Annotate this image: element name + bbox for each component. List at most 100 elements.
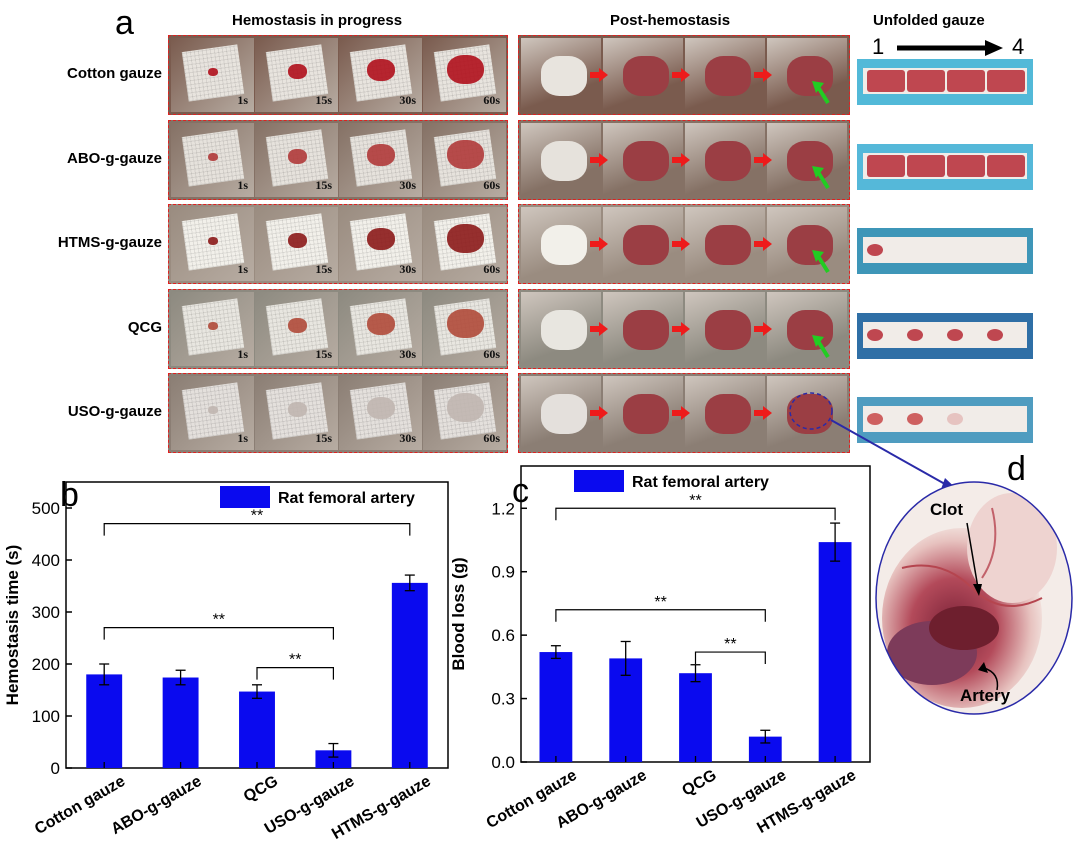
unfolded-gauze-photo [857,144,1033,190]
wound-tissue [541,56,587,96]
red-arrow-icon [672,68,690,82]
blood-spot [867,70,905,92]
red-arrow-icon [672,237,690,251]
blood-stain [367,144,395,167]
blood-spot [867,155,905,177]
progress-photo: 60s [423,123,506,197]
y-tick-label: 0 [51,759,60,778]
significance-bracket [555,507,836,521]
significance-label: ** [289,652,301,669]
unfolded-gauze-photo [857,313,1033,359]
wound-tissue [705,56,751,96]
post-photo [521,292,601,366]
progress-photo: 30s [339,123,422,197]
gauze-strip [863,406,1027,432]
post-photo [521,38,601,112]
significance-bracket [103,627,334,640]
wound-tissue [705,141,751,181]
progress-photo: 1s [171,292,254,366]
unfolded-gauze-photo [857,397,1033,443]
wound-tissue [787,394,833,434]
y-tick-label: 300 [32,603,60,622]
blood-spot [867,244,883,256]
post-photo [521,207,601,281]
unfolded-gauze-photo [857,59,1033,105]
time-label: 60s [483,431,500,445]
progress-photo-strip: 1s 15s 30s 60s [168,35,508,115]
blood-stain [367,59,395,82]
time-label: 60s [483,262,500,276]
x-tick-label: QCG [241,773,281,806]
red-arrow-icon [754,322,772,336]
row-label: HTMS-g-gauze [57,234,162,251]
time-label: 60s [483,178,500,192]
progress-photo: 15s [255,123,338,197]
post-hemostasis-strip [518,289,850,369]
panel-d-clot-photo [875,481,1073,715]
legend-label: Rat femoral artery [632,474,769,491]
post-photo [767,292,847,366]
blood-stain [287,148,307,164]
bar [162,677,199,768]
bar [539,652,573,762]
y-tick-label: 0.0 [491,753,515,772]
wound-tissue [705,310,751,350]
significance-bracket [555,609,766,622]
row-label: Cotton gauze [67,65,162,82]
bar [391,582,428,768]
progress-photo: 15s [255,207,338,281]
wound-tissue [787,56,833,96]
progress-photo: 60s [423,207,506,281]
time-label: 1s [237,178,248,192]
progress-photo: 15s [255,38,338,112]
wound-tissue [541,310,587,350]
progress-photo: 1s [171,123,254,197]
red-arrow-icon [754,406,772,420]
y-tick-label: 400 [32,551,60,570]
post-photo [603,207,683,281]
blood-stain [446,308,484,339]
time-label: 1s [237,347,248,361]
bar [86,674,123,768]
y-axis-label: Blood loss (g) [450,557,468,670]
post-photo [767,38,847,112]
red-arrow-icon [754,153,772,167]
y-tick-label: 1.2 [491,499,515,518]
blood-stain [367,397,395,420]
legend-swatch [574,470,624,492]
blood-stain [446,223,484,254]
wound-tissue [541,225,587,265]
blood-stain [287,232,307,248]
y-axis-label: Hemostasis time (s) [3,545,22,706]
red-arrow-icon [590,68,608,82]
label-artery: Artery [960,686,1011,705]
progress-photo: 60s [423,376,506,450]
y-tick-label: 0.6 [491,626,515,645]
time-label: 15s [315,431,332,445]
legend-label: Rat femoral artery [278,490,415,507]
blood-spot [947,329,963,341]
time-label: 15s [315,93,332,107]
time-label: 1s [237,93,248,107]
y-tick-label: 200 [32,655,60,674]
post-photo [685,38,765,112]
green-arrow-icon [812,335,830,359]
blood-stain [367,313,395,336]
time-label: 30s [399,431,416,445]
wound-tissue [787,225,833,265]
unfold-direction-arrow-icon [897,40,1003,56]
progress-photo: 1s [171,38,254,112]
bar [315,750,352,768]
unfold-label-start: 1 [872,34,885,59]
blood-stain [287,401,307,417]
significance-bracket [694,651,766,665]
wound-tissue [705,225,751,265]
blood-spot [987,155,1025,177]
red-arrow-icon [672,153,690,167]
post-photo [767,376,847,450]
time-label: 1s [237,431,248,445]
panel-letter-b: b [60,476,79,514]
y-tick-label: 500 [32,499,60,518]
progress-photo: 60s [423,292,506,366]
